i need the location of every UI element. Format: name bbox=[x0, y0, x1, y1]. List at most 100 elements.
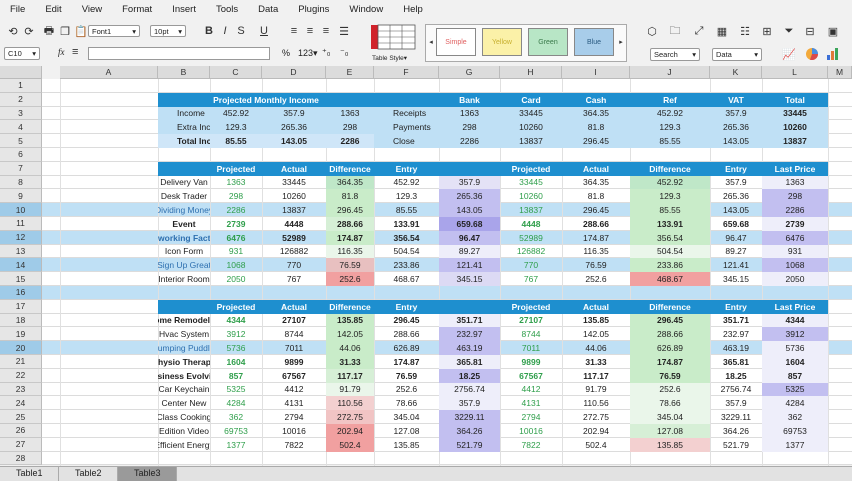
row-header-2[interactable]: 2 bbox=[0, 92, 42, 107]
column-header-f[interactable]: F bbox=[374, 66, 439, 79]
item-value[interactable]: 91.79 bbox=[585, 384, 607, 395]
cube-icon[interactable]: ⬡ bbox=[647, 25, 657, 38]
item-value[interactable]: 298 bbox=[762, 189, 828, 204]
item-label[interactable]: Networking Factory bbox=[158, 232, 210, 243]
item-value[interactable]: 521.79 bbox=[723, 439, 749, 450]
column-header-b[interactable]: B bbox=[158, 66, 210, 79]
item-value[interactable]: 626.89 bbox=[630, 341, 710, 355]
block-header-blank[interactable] bbox=[439, 161, 500, 176]
item-value[interactable]: 1068 bbox=[226, 260, 246, 271]
item-value[interactable]: 7011 bbox=[284, 343, 304, 354]
item-value[interactable]: 13837 bbox=[519, 205, 543, 216]
item-label[interactable]: Icon Form bbox=[164, 246, 204, 257]
font-size-dropdown[interactable]: 10pt ▾ bbox=[150, 25, 186, 37]
table-style-preview[interactable] bbox=[370, 24, 416, 50]
item-value[interactable]: 288.66 bbox=[393, 329, 420, 340]
summary-value[interactable]: 33445 bbox=[500, 106, 562, 121]
item-value[interactable]: 9899 bbox=[521, 356, 541, 367]
item-value[interactable]: 116.35 bbox=[326, 244, 374, 259]
item-value[interactable]: 135.85 bbox=[583, 315, 609, 326]
item-value[interactable]: 33445 bbox=[519, 177, 543, 188]
block-header[interactable]: Difference bbox=[630, 299, 710, 314]
item-value[interactable]: 272.75 bbox=[583, 412, 609, 423]
item-value[interactable]: 76.59 bbox=[630, 368, 710, 383]
column-header-c[interactable]: C bbox=[210, 66, 262, 79]
row-header-23[interactable]: 23 bbox=[0, 382, 42, 397]
item-label[interactable]: Delivery Van bbox=[160, 177, 208, 188]
item-label[interactable]: Dividing Money bbox=[158, 205, 210, 216]
summary-header[interactable]: Total bbox=[762, 92, 828, 107]
column-header-k[interactable]: K bbox=[710, 66, 762, 79]
item-value[interactable]: 659.68 bbox=[439, 217, 500, 231]
menu-file[interactable]: File bbox=[10, 3, 26, 15]
undo-icon[interactable]: ⟲ bbox=[8, 25, 18, 38]
item-value[interactable]: 767 bbox=[523, 274, 539, 285]
income-value[interactable]: 452.92 bbox=[210, 106, 262, 121]
item-value[interactable]: 67567 bbox=[282, 370, 306, 381]
block-header[interactable]: Entry bbox=[374, 299, 439, 314]
row-header-22[interactable]: 22 bbox=[0, 368, 42, 383]
item-value[interactable]: 296.45 bbox=[630, 313, 710, 328]
block-header[interactable]: Entry bbox=[710, 299, 762, 314]
list-icon[interactable]: ☷ bbox=[740, 25, 750, 38]
item-value[interactable]: 232.97 bbox=[439, 327, 500, 342]
item-value[interactable]: 44.06 bbox=[585, 343, 607, 354]
row-header-18[interactable]: 18 bbox=[0, 313, 42, 328]
item-value[interactable]: 233.86 bbox=[630, 258, 710, 273]
item-value[interactable]: 4448 bbox=[284, 218, 304, 229]
item-value[interactable]: 5325 bbox=[226, 384, 246, 395]
item-value[interactable]: 272.75 bbox=[326, 410, 374, 424]
function-icon[interactable]: fx bbox=[58, 47, 65, 57]
item-value[interactable]: 365.81 bbox=[439, 355, 500, 369]
item-value[interactable]: 767 bbox=[286, 274, 302, 285]
item-value[interactable]: 6476 bbox=[226, 232, 246, 243]
item-value[interactable]: 67567 bbox=[519, 370, 543, 381]
percent-button[interactable]: % bbox=[282, 48, 291, 58]
equals-icon[interactable]: ≡ bbox=[72, 46, 79, 58]
item-value[interactable]: 857 bbox=[762, 368, 828, 383]
italic-button[interactable]: I bbox=[223, 25, 227, 37]
bold-button[interactable]: B bbox=[205, 25, 213, 37]
item-value[interactable]: 2756.74 bbox=[439, 382, 500, 397]
item-value[interactable]: 31.33 bbox=[585, 356, 607, 367]
item-value[interactable]: 10016 bbox=[282, 425, 306, 436]
menu-tools[interactable]: Tools bbox=[215, 3, 239, 15]
item-value[interactable]: 52989 bbox=[282, 232, 306, 243]
summary-value[interactable]: 33445 bbox=[762, 106, 828, 121]
justify-icon[interactable]: ☰ bbox=[339, 25, 349, 38]
summary-row-label[interactable]: Close bbox=[374, 134, 439, 148]
column-header-h[interactable]: H bbox=[500, 66, 562, 79]
item-value[interactable]: 345.15 bbox=[723, 274, 749, 285]
item-value[interactable]: 117.17 bbox=[583, 370, 609, 381]
item-value[interactable]: 626.89 bbox=[393, 343, 420, 354]
menu-plugins[interactable]: Plugins bbox=[298, 3, 330, 15]
item-value[interactable]: 2286 bbox=[762, 203, 828, 217]
summary-header[interactable]: Cash bbox=[562, 92, 630, 107]
item-value[interactable]: 468.67 bbox=[630, 272, 710, 286]
item-value[interactable]: 4131 bbox=[521, 398, 541, 409]
summary-row-label[interactable]: Payments bbox=[374, 120, 439, 135]
column-header-d[interactable]: D bbox=[262, 66, 326, 79]
underline-button[interactable]: U bbox=[260, 25, 268, 37]
summary-value[interactable]: 81.8 bbox=[562, 120, 630, 135]
item-value[interactable]: 931 bbox=[762, 244, 828, 259]
block-header[interactable]: Projected bbox=[210, 161, 262, 176]
style-green[interactable]: Green bbox=[528, 28, 568, 56]
item-value[interactable]: 232.97 bbox=[723, 329, 749, 340]
item-value[interactable]: 362 bbox=[762, 410, 828, 424]
item-value[interactable]: 365.81 bbox=[723, 356, 749, 367]
item-value[interactable]: 127.08 bbox=[393, 425, 420, 436]
row-header-7[interactable]: 7 bbox=[0, 161, 42, 176]
menu-data[interactable]: Data bbox=[258, 3, 279, 15]
column-header-a[interactable]: A bbox=[60, 66, 158, 79]
scroll-left-icon[interactable]: ◂ bbox=[429, 39, 433, 46]
item-value[interactable]: 1604 bbox=[226, 356, 246, 367]
item-value[interactable]: 502.4 bbox=[585, 439, 607, 450]
row-header-17[interactable]: 17 bbox=[0, 299, 42, 314]
block-header[interactable]: Projected bbox=[500, 161, 562, 176]
row-header-13[interactable]: 13 bbox=[0, 244, 42, 259]
item-label[interactable]: Class Cooking bbox=[158, 412, 210, 423]
item-value[interactable]: 1068 bbox=[762, 258, 828, 273]
item-value[interactable]: 252.6 bbox=[630, 382, 710, 397]
menu-help[interactable]: Help bbox=[403, 3, 423, 15]
